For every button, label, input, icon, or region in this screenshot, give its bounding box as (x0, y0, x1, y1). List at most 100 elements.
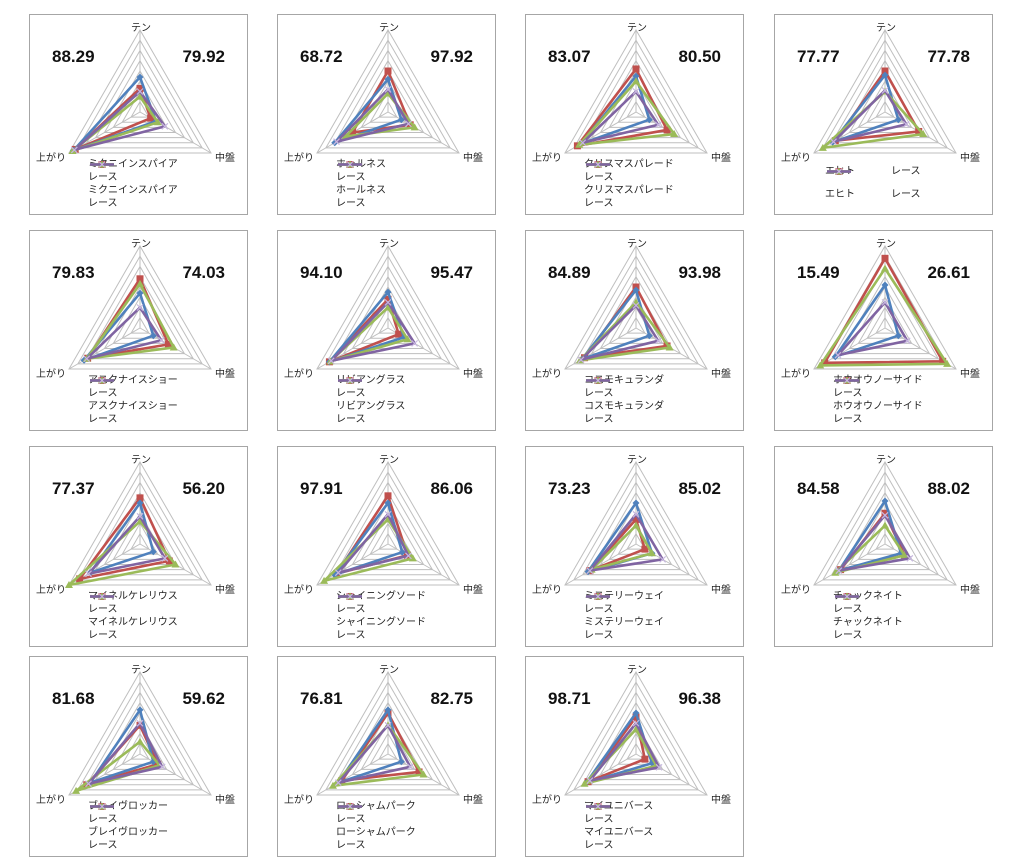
left-score: 94.10 (300, 263, 343, 282)
axis-label: 上がり (531, 153, 562, 164)
radar-chart-panel: 77.37 56.20 テン 中盤 上がり マイネルケレリウス レース マイネルケレリウス レー… (29, 446, 248, 647)
left-score: 81.68 (52, 689, 95, 708)
legend-label: アスクナイスショー (88, 375, 178, 386)
legend-label: レース (584, 814, 614, 825)
chart-legend: シャイニングソード レース シャイニングソード レース (336, 590, 426, 642)
legend-label: マイユニバース (584, 827, 654, 838)
left-score: 77.37 (52, 479, 95, 498)
chart-legend: ホールネス レース ホールネス レース (336, 158, 386, 210)
chart-legend: クリスマスパレード レース クリスマスパレード レース (584, 158, 674, 210)
axis-label: 上がり (780, 153, 811, 164)
right-score: 93.98 (678, 263, 721, 282)
chart-legend: コスモキュランダ レース コスモキュランダ レース (584, 374, 664, 426)
legend-item: レース (88, 593, 178, 616)
chart-legend: エヒトレースエヒトレース (825, 165, 961, 201)
legend-label: レース (336, 172, 366, 183)
chart-legend: リビアングラス レース リビアングラス レース (336, 374, 405, 426)
legend-item: リビアングラス (336, 376, 406, 413)
left-score: 73.23 (548, 479, 591, 498)
axis-label: 上がり (35, 153, 66, 164)
legend-item: レース (336, 803, 416, 852)
legend-item: レース (336, 161, 386, 184)
legend-label: レース (833, 604, 863, 615)
x-marker-icon (90, 161, 114, 168)
axis-label: 上がり (531, 585, 562, 596)
legend-item: レース (336, 803, 416, 826)
axis-label: テン (379, 455, 399, 466)
legend-label: ミクニインスパイア (88, 159, 178, 170)
axis-label: テン (131, 239, 151, 250)
axis-label: テン (627, 455, 647, 466)
radar-chart-panel: 94.10 95.47 テン 中盤 上がり リビアングラス レース リビアングラス レース (277, 230, 496, 431)
right-score: 80.50 (678, 47, 721, 66)
legend-item: レース (584, 377, 664, 400)
chart-legend: マイネルケレリウス レース マイネルケレリウス レース (88, 590, 178, 642)
legend-item: レース (336, 593, 426, 642)
radar-plot (68, 29, 212, 154)
axis-label: 中盤 (463, 795, 483, 806)
radar-chart-panel: 15.49 26.61 テン 中盤 上がり ホウオウノーサイド レース ホウオウノーサイド レー… (774, 230, 993, 431)
legend-label: レース (584, 388, 614, 399)
legend-label: ミステリーウェイ (584, 591, 664, 602)
radar-plot (316, 245, 460, 370)
axis-label: 上がり (283, 369, 314, 380)
radar-plot (68, 245, 212, 370)
axis-label: 中盤 (215, 369, 235, 380)
x-marker-icon (835, 377, 859, 384)
legend-label: レース (88, 604, 118, 615)
right-score: 95.47 (430, 263, 473, 282)
axis-label: 中盤 (711, 153, 731, 164)
axis-label: 中盤 (711, 795, 731, 806)
right-score: 26.61 (927, 263, 970, 282)
legend-item: チャックネイト (833, 592, 903, 629)
axis-label: テン (627, 23, 647, 34)
legend-item: マイユニバース (584, 802, 654, 839)
legend-item: レース (336, 593, 426, 616)
legend-label: ローシャムパーク (336, 801, 416, 812)
legend-label: レース (88, 388, 118, 399)
axis-label: テン (131, 665, 151, 676)
legend-item: レース (336, 377, 405, 400)
legend-label: ミステリーウェイ (584, 617, 664, 628)
legend-label: ホウオウノーサイド (833, 401, 923, 412)
legend-item: レース (88, 377, 178, 400)
left-score: 79.83 (52, 263, 95, 282)
legend-label: レース (584, 198, 614, 209)
axis-label: 上がり (283, 585, 314, 596)
legend-label: レース (88, 414, 118, 425)
legend-label: エヒト (825, 189, 855, 200)
legend-label: マイネルケレリウス (88, 591, 178, 602)
right-score: 85.02 (678, 479, 721, 498)
legend-label: リビアングラス (336, 401, 406, 412)
legend-label: クリスマスパレード (584, 185, 674, 196)
axis-label: テン (876, 455, 896, 466)
legend-label: レース (584, 414, 614, 425)
chart-legend: マイユニバース レース マイユニバース レース (584, 800, 653, 852)
legend-label: レース (336, 814, 366, 825)
legend-item: アスクナイスショー (88, 376, 178, 413)
axis-label: 中盤 (711, 369, 731, 380)
radar-chart-panel: 79.83 74.03 テン 中盤 上がり アスクナイスショー レース アスクナイスショー レー… (29, 230, 248, 431)
legend-item: シャイニングソード (336, 592, 426, 629)
legend-label: コスモキュランダ (584, 375, 664, 386)
left-score: 68.72 (300, 47, 343, 66)
axis-label: 中盤 (463, 153, 483, 164)
legend-label: レース (584, 840, 614, 851)
axis-label: 上がり (283, 795, 314, 806)
axis-label: 上がり (283, 153, 314, 164)
axis-label: 中盤 (960, 585, 980, 596)
left-score: 84.89 (548, 263, 591, 282)
radar-plot (813, 29, 957, 154)
radar-plot (316, 671, 460, 796)
x-marker-icon (835, 593, 859, 600)
chart-legend: ブレイヴロッカー レース ブレイヴロッカー レース (88, 800, 168, 852)
axis-label: 中盤 (960, 153, 980, 164)
x-marker-icon (90, 803, 114, 810)
legend-label: レース (833, 388, 863, 399)
legend-item: レース (584, 593, 664, 616)
chart-legend: アスクナイスショー レース アスクナイスショー レース (88, 374, 178, 426)
axis-label: 上がり (780, 369, 811, 380)
axis-label: 中盤 (463, 585, 483, 596)
axis-label: 上がり (35, 585, 66, 596)
